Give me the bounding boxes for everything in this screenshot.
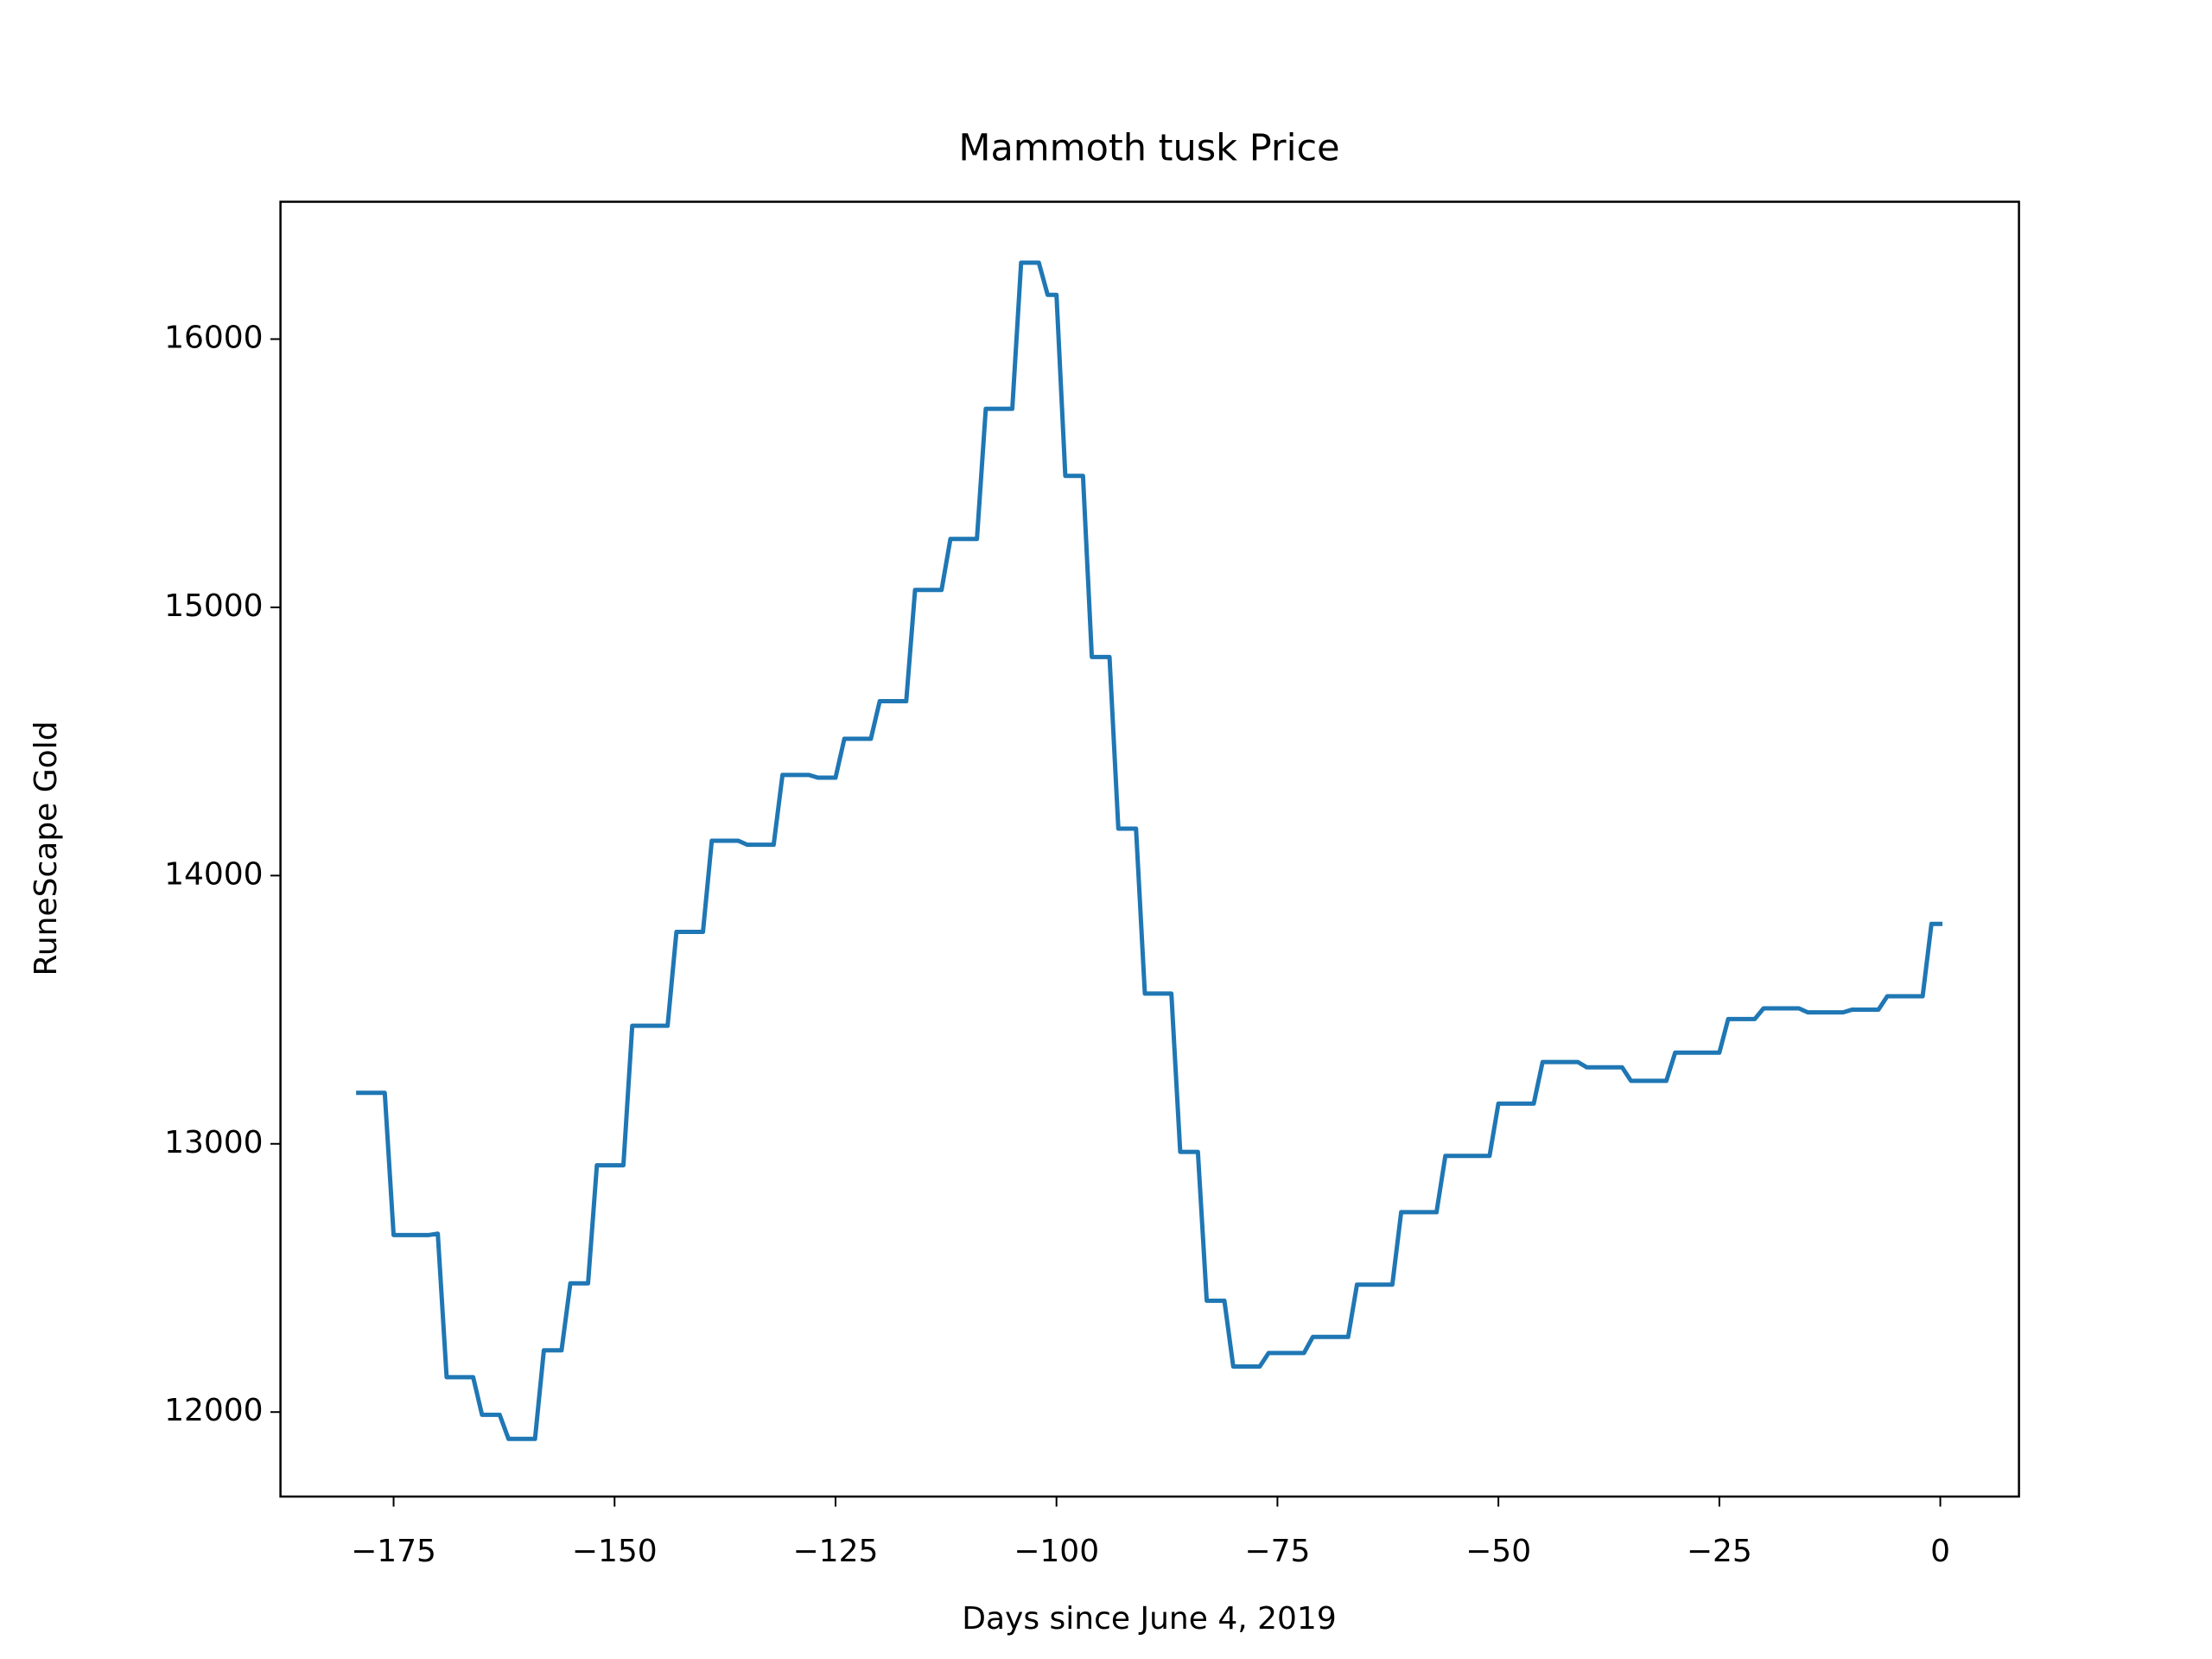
x-tick-label: −75 (1244, 1534, 1310, 1569)
x-tick-label: −50 (1465, 1534, 1531, 1569)
y-tick-label: 14000 (164, 856, 264, 892)
y-tick-label: 15000 (164, 588, 264, 624)
x-tick-label: −175 (351, 1534, 436, 1569)
x-tick-label: −125 (793, 1534, 879, 1569)
y-tick-label: 16000 (164, 320, 264, 355)
y-axis-label: RuneScape Gold (29, 721, 64, 976)
x-tick-label: −150 (572, 1534, 658, 1569)
y-tick-label: 12000 (164, 1393, 264, 1428)
chart-title: Mammoth tusk Price (958, 127, 1339, 170)
x-axis-label: Days since June 4, 2019 (962, 1601, 1337, 1637)
x-tick-label: −100 (1014, 1534, 1099, 1569)
x-tick-label: 0 (1930, 1534, 1950, 1569)
y-tick-label: 13000 (164, 1125, 264, 1160)
price-line (356, 260, 1943, 1441)
x-tick-label: −25 (1687, 1534, 1752, 1569)
plot-frame (279, 200, 2020, 1498)
